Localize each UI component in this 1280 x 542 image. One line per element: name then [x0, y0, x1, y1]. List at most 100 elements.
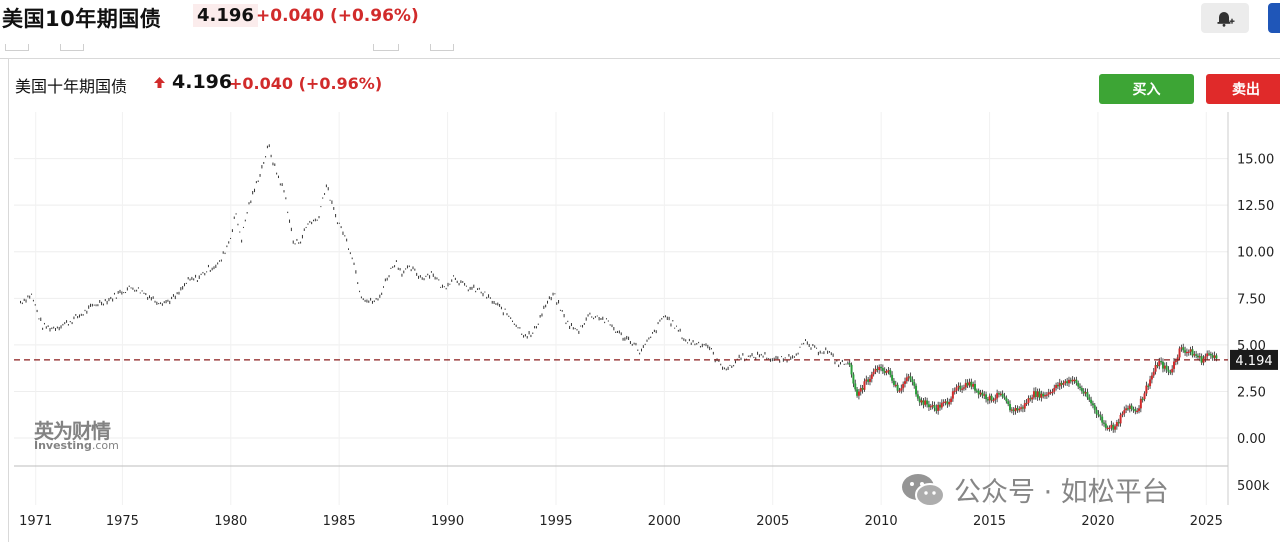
candle-body: [1123, 410, 1126, 414]
candle-body: [870, 374, 873, 379]
x-tick-label: 1985: [323, 514, 356, 529]
candle-body: [1021, 407, 1024, 409]
candle-body: [983, 394, 986, 396]
candle-body: [1090, 399, 1093, 404]
toolbar-button[interactable]: [5, 44, 29, 51]
toolbar-button[interactable]: [373, 44, 399, 51]
candle-body: [1049, 392, 1052, 394]
candle-body: [1167, 369, 1170, 372]
candle-body: [1206, 353, 1209, 357]
candle-body: [878, 366, 881, 370]
chart-change-value: +0.040: [229, 74, 294, 93]
candle-body: [861, 387, 864, 390]
candle-body: [1077, 382, 1080, 387]
candle-body: [1053, 387, 1056, 392]
candle-body: [1025, 402, 1028, 405]
primary-action-button[interactable]: [1268, 3, 1280, 33]
candle-body: [927, 404, 930, 408]
candle-body: [964, 382, 967, 388]
candle-body: [1005, 397, 1008, 402]
candle-body: [1193, 354, 1196, 356]
candle-body: [1202, 358, 1205, 363]
candle-body: [1145, 385, 1148, 394]
candle-body: [1176, 357, 1179, 361]
candle-body: [1104, 423, 1107, 428]
candle-body: [1163, 365, 1166, 369]
candle-body: [1180, 347, 1183, 349]
candle-body: [1209, 353, 1212, 356]
candle-body: [894, 384, 897, 387]
candle-body: [996, 393, 999, 399]
candle-body: [1102, 422, 1105, 424]
candle-body: [903, 381, 906, 384]
candle-body: [946, 401, 949, 405]
candle-body: [1044, 395, 1047, 397]
candle-body: [909, 376, 912, 380]
candle-body: [1012, 409, 1015, 412]
candle-body: [1071, 379, 1074, 382]
toolbar-button[interactable]: [60, 44, 84, 51]
candle-body: [1040, 393, 1043, 398]
candle-body: [857, 391, 860, 396]
candle-body: [1066, 381, 1069, 384]
candle-body: [1208, 353, 1211, 355]
candle-body: [1058, 382, 1061, 387]
candle-body: [880, 366, 883, 369]
price-alert-button[interactable]: [1201, 3, 1249, 33]
header-price: 4.196: [193, 4, 258, 27]
candle-body: [972, 384, 975, 387]
candle-body: [968, 381, 971, 386]
candle-body: [1114, 426, 1117, 430]
candle-body: [1042, 393, 1045, 397]
candle-body: [920, 400, 923, 403]
candle-body: [1016, 408, 1019, 411]
candle-body: [929, 406, 932, 408]
candle-body: [854, 383, 857, 390]
watermark-text: 公众号 · 如松平台: [954, 477, 1169, 508]
sell-button[interactable]: 卖出: [1206, 74, 1280, 104]
candle-body: [1198, 356, 1201, 358]
toolbar-button[interactable]: [430, 44, 454, 51]
x-tick-label: 1980: [214, 514, 247, 529]
candle-body: [1191, 349, 1194, 356]
header-change-value: +0.040: [256, 6, 325, 26]
candle-body: [942, 401, 945, 404]
x-tick-label: 2000: [648, 514, 681, 529]
y-tick-label: 12.50: [1237, 199, 1274, 214]
candle-body: [1038, 391, 1041, 398]
candle-body: [1067, 379, 1070, 384]
candle-body: [1095, 409, 1098, 415]
candle-body: [1027, 398, 1030, 403]
x-tick-label: 1990: [431, 514, 464, 529]
candle-body: [931, 405, 934, 407]
logo-en-suffix: .com: [91, 439, 119, 452]
candle-body: [1143, 393, 1146, 400]
candle-body: [1009, 404, 1012, 411]
candle-body: [1101, 416, 1104, 423]
x-tick-label: 1971: [19, 514, 52, 529]
volume-tick-label: 500k: [1237, 479, 1270, 494]
candle-body: [1086, 392, 1089, 398]
candle-body: [1187, 351, 1190, 353]
candle-body: [1173, 361, 1176, 369]
candle-body: [850, 364, 853, 375]
candle-body: [1073, 379, 1076, 381]
x-tick-label: 2020: [1081, 514, 1114, 529]
candle-body: [1029, 398, 1032, 400]
candle-body: [848, 362, 851, 365]
candle-body: [988, 395, 991, 401]
candle-body: [1003, 396, 1006, 398]
candle-body: [1010, 409, 1013, 411]
candle-body: [1075, 379, 1078, 383]
candle-body: [1185, 351, 1188, 354]
candle-body: [1001, 393, 1004, 397]
candle-body: [881, 368, 884, 372]
candle-body: [898, 390, 901, 392]
candle-body: [944, 401, 947, 403]
candle-body: [1125, 408, 1128, 411]
buy-button[interactable]: 买入: [1099, 74, 1194, 104]
candle-body: [1031, 397, 1034, 400]
candle-body: [1084, 392, 1087, 394]
candle-body: [902, 383, 905, 389]
